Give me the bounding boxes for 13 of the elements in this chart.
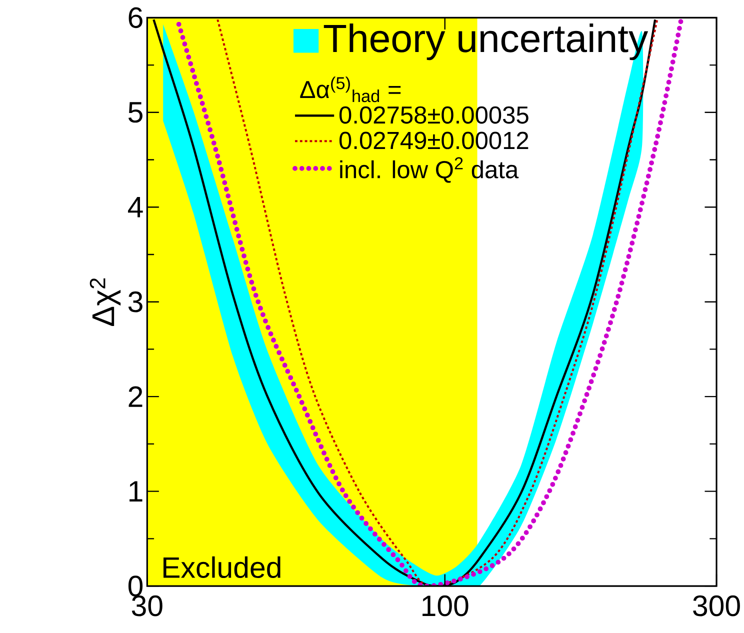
y-tick-label: 6 (128, 7, 142, 28)
y-axis-title: Δχ$^{2}$ (90, 278, 121, 326)
band-label: Excluded (164, 556, 280, 578)
x-tick-label: 300 (693, 595, 740, 616)
x-tick-label: 30 (132, 595, 162, 616)
y-tick-label: 2 (128, 386, 142, 407)
y-tick-label: 4 (128, 196, 143, 218)
legend-title: Δα$^{(5)}$$_{had}$ = (300, 76, 401, 102)
y-tick-label: 0 (128, 576, 143, 596)
y-tick-label: 3 (128, 291, 142, 312)
y-tick-label: 1 (130, 481, 142, 502)
x-tick-label: 100 (422, 595, 468, 616)
y-tick-label: 5 (128, 102, 142, 123)
